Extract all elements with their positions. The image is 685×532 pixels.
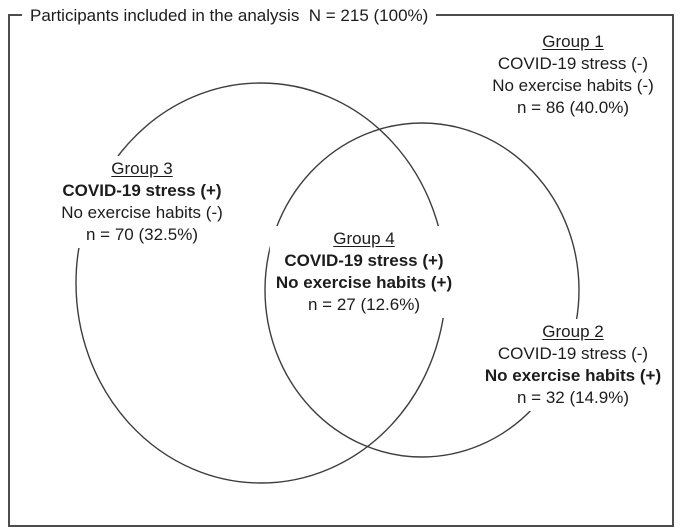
group-1-block: Group 1 COVID-19 stress (-) No exercise … [486, 29, 660, 121]
group-2-exercise: No exercise habits (+) [484, 366, 662, 385]
group-4-label: Group 4 [333, 229, 395, 248]
group-3-count: n = 70 (32.5%) [86, 225, 198, 244]
group-3-exercise: No exercise habits (-) [61, 203, 223, 222]
group-1-stress: COVID-19 stress (-) [497, 54, 649, 73]
group-1-exercise: No exercise habits (-) [492, 76, 654, 95]
group-4-block: Group 4 COVID-19 stress (+) No exercise … [269, 226, 459, 318]
figure-title: Participants included in the analysis N … [22, 5, 437, 26]
group-1-label: Group 1 [542, 32, 604, 51]
group-3-stress: COVID-19 stress (+) [62, 181, 222, 200]
group-3-label: Group 3 [111, 159, 173, 178]
group-2-count: n = 32 (14.9%) [517, 388, 629, 407]
group-2-block: Group 2 COVID-19 stress (-) No exercise … [478, 319, 668, 411]
group-4-count: n = 27 (12.6%) [308, 295, 420, 314]
group-1-count: n = 86 (40.0%) [517, 98, 629, 117]
group-2-stress: COVID-19 stress (-) [497, 344, 649, 363]
group-4-exercise: No exercise habits (+) [275, 273, 453, 292]
group-4-stress: COVID-19 stress (+) [284, 251, 444, 270]
group-2-label: Group 2 [542, 322, 604, 341]
group-3-block: Group 3 COVID-19 stress (+) No exercise … [55, 156, 229, 248]
no-exercise-circle [264, 122, 580, 458]
